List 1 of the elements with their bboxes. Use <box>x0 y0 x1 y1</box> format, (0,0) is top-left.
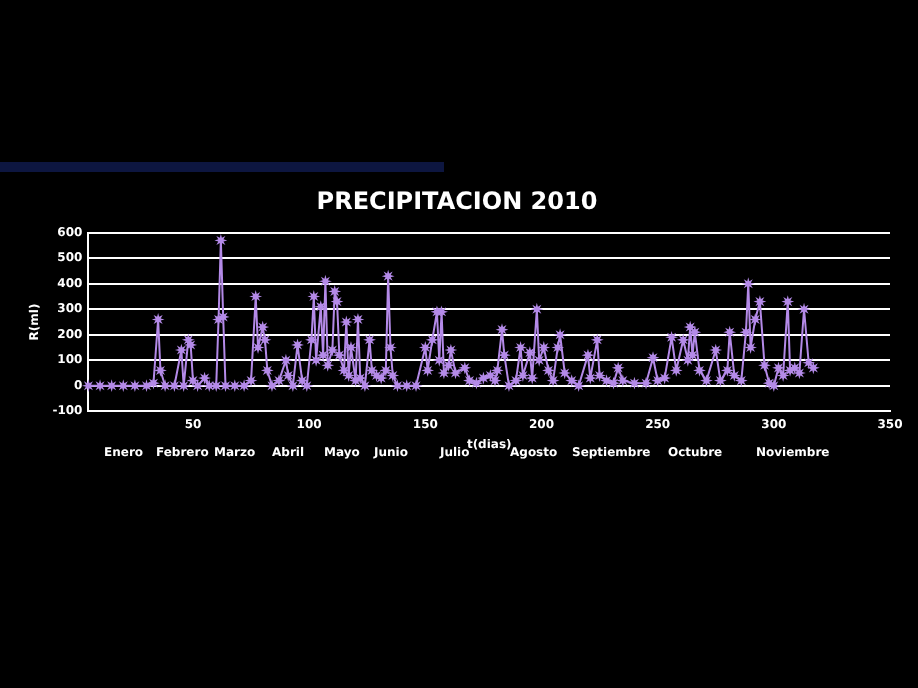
chart-title: PRECIPITACION 2010 <box>316 186 598 215</box>
